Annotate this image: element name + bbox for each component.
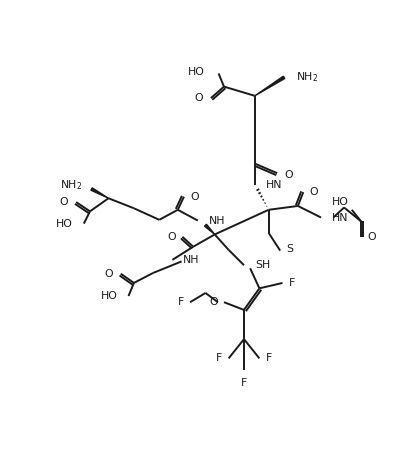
Polygon shape (91, 188, 109, 198)
Text: NH$_2$: NH$_2$ (296, 71, 318, 84)
Text: O: O (209, 297, 218, 307)
Text: NH: NH (208, 216, 225, 226)
Text: O: O (284, 170, 293, 180)
Text: HN: HN (265, 180, 282, 190)
Text: HO: HO (101, 291, 118, 301)
Text: O: O (190, 192, 199, 202)
Text: O: O (310, 187, 318, 197)
Text: F: F (289, 278, 295, 288)
Text: O: O (104, 269, 113, 279)
Text: O: O (168, 232, 176, 242)
Text: F: F (216, 353, 223, 364)
Text: HO: HO (188, 67, 205, 77)
Text: O: O (367, 232, 376, 242)
Text: HO: HO (332, 197, 349, 207)
Text: O: O (60, 197, 69, 207)
Text: SH: SH (255, 260, 270, 270)
Polygon shape (205, 224, 215, 234)
Text: HN: HN (332, 213, 348, 222)
Text: F: F (265, 353, 272, 364)
Text: S: S (286, 244, 293, 254)
Text: HO: HO (56, 219, 73, 229)
Text: F: F (178, 297, 184, 307)
Polygon shape (255, 76, 285, 96)
Text: O: O (195, 93, 203, 103)
Text: NH$_2$: NH$_2$ (60, 178, 82, 192)
Text: F: F (241, 378, 247, 388)
Text: NH: NH (183, 255, 200, 265)
